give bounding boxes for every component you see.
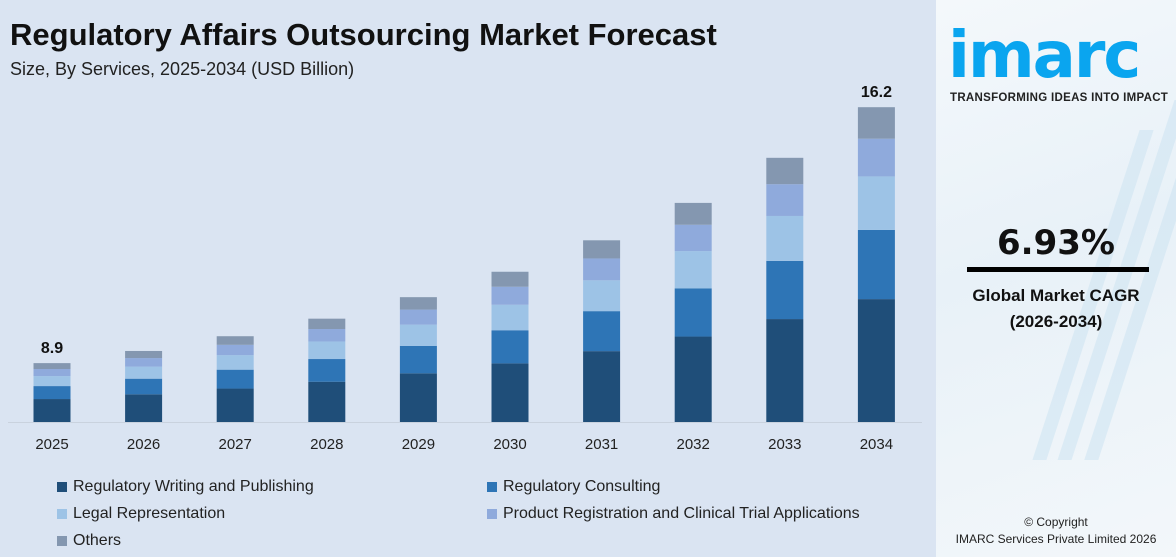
chart-panel: Regulatory Affairs Outsourcing Market Fo… (8, 17, 922, 551)
legend-label: Regulatory Writing and Publishing (73, 478, 314, 495)
x-tick-label: 2025 (35, 436, 68, 453)
bar-segment-2033-3 (766, 184, 804, 216)
bar-segment-2026-2 (125, 366, 163, 379)
bar-segment-2032-1 (674, 288, 712, 337)
legend-swatch (487, 482, 497, 492)
data-label: 16.2 (861, 84, 892, 101)
bar-segment-2025-0 (33, 399, 71, 422)
bar-segment-2032-0 (674, 336, 712, 422)
stacked-bar-chart: 2025 8.9 2026 2027 2028 2029 2030 2031 2032 2033 2… (8, 84, 922, 453)
bar-segment-2030-0 (491, 363, 529, 422)
x-tick-label: 2031 (585, 436, 618, 453)
bar-segment-2034-2 (857, 176, 895, 230)
bar-segment-2028-4 (308, 318, 346, 330)
copyright-symbol-text: © Copyright (1024, 515, 1088, 529)
x-tick-label: 2026 (127, 436, 160, 453)
bar-segment-2029-3 (399, 309, 437, 325)
bar-segment-2027-0 (216, 388, 254, 422)
bar-segment-2027-4 (216, 336, 254, 345)
bar-segment-2034-4 (857, 107, 895, 139)
cagr-value: 6.93% (997, 223, 1115, 263)
bar-segment-2031-4 (583, 240, 621, 259)
legend-swatch (57, 509, 67, 519)
legend-label: Product Registration and Clinical Trial … (503, 505, 860, 522)
copyright-company: IMARC Services Private Limited 2026 (955, 532, 1157, 546)
bar-segment-2034-0 (857, 299, 895, 422)
bar-segment-2029-0 (399, 373, 437, 422)
legend-label: Regulatory Consulting (503, 478, 661, 495)
x-tick-label: 2028 (310, 436, 343, 453)
bar-segment-2029-2 (399, 324, 437, 346)
bar-segment-2026-0 (125, 394, 163, 422)
bar-segment-2033-0 (766, 319, 804, 422)
info-panel: imarc TRANSFORMING IDEAS INTO IMPACT 6.9… (936, 0, 1176, 557)
bar-segment-2032-2 (674, 251, 712, 289)
cagr-period: (2026-2034) (1009, 312, 1103, 331)
bar-segment-2032-4 (674, 202, 712, 225)
bar-segment-2029-1 (399, 345, 437, 374)
bar-segment-2033-4 (766, 157, 804, 185)
x-tick-label: 2030 (493, 436, 526, 453)
cagr-label: Global Market CAGR (2026-2034) (936, 283, 1176, 335)
cagr-divider (967, 267, 1149, 272)
bar-segment-2028-0 (308, 381, 346, 422)
bar-segment-2027-3 (216, 344, 254, 356)
bar-segment-2028-2 (308, 341, 346, 360)
bar-segment-2027-2 (216, 355, 254, 370)
x-tick-label: 2034 (860, 436, 893, 453)
chart-subtitle: Size, By Services, 2025-2034 (USD Billio… (10, 59, 355, 79)
bar-segment-2025-3 (33, 369, 71, 377)
bar-segment-2027-1 (216, 369, 254, 389)
bar-segment-2030-4 (491, 271, 529, 287)
legend-swatch (57, 482, 67, 492)
bar-segment-2031-3 (583, 258, 621, 281)
x-tick-label: 2032 (677, 436, 710, 453)
legend-item: Regulatory Consulting (487, 477, 660, 497)
bar-segment-2026-3 (125, 358, 163, 367)
bar-segment-2030-1 (491, 330, 529, 364)
bar-segment-2025-1 (33, 386, 71, 400)
legend-swatch (57, 536, 67, 546)
bar-segment-2030-2 (491, 304, 529, 331)
cagr-label-text: Global Market CAGR (972, 286, 1140, 305)
bar-segment-2026-4 (125, 350, 163, 359)
logo-tagline: TRANSFORMING IDEAS INTO IMPACT (950, 92, 1169, 104)
imarc-logo: imarc (948, 19, 1141, 93)
legend-label: Legal Representation (73, 505, 226, 522)
bar-segment-2031-2 (583, 280, 621, 312)
legend-item: Others (57, 531, 121, 551)
bar-segment-2031-0 (583, 351, 621, 422)
bar-segment-2025-2 (33, 376, 71, 387)
legend-item: Product Registration and Clinical Trial … (487, 504, 860, 524)
data-label: 8.9 (41, 340, 63, 357)
bar-segment-2034-3 (857, 138, 895, 177)
bar-segment-2033-2 (766, 215, 804, 261)
bar-segment-2030-3 (491, 286, 529, 305)
bar-segment-2029-4 (399, 297, 437, 310)
x-tick-label: 2027 (219, 436, 252, 453)
x-tick-label: 2029 (402, 436, 435, 453)
bar-segment-2033-1 (766, 260, 804, 320)
bar-segment-2032-3 (674, 224, 712, 252)
legend-item: Regulatory Writing and Publishing (57, 477, 314, 497)
bar-segment-2034-1 (857, 229, 895, 300)
copyright: © Copyright IMARC Services Private Limit… (936, 514, 1176, 548)
legend-label: Others (73, 532, 122, 549)
bar-segment-2025-4 (33, 363, 71, 370)
bar-segment-2028-1 (308, 359, 346, 382)
bar-segment-2028-3 (308, 329, 346, 342)
bar-segment-2031-1 (583, 311, 621, 352)
legend-swatch (487, 509, 497, 519)
x-tick-label: 2033 (768, 436, 801, 453)
chart-title: Regulatory Affairs Outsourcing Market Fo… (10, 17, 717, 52)
bar-segment-2026-1 (125, 378, 163, 395)
legend-item: Legal Representation (57, 504, 225, 524)
